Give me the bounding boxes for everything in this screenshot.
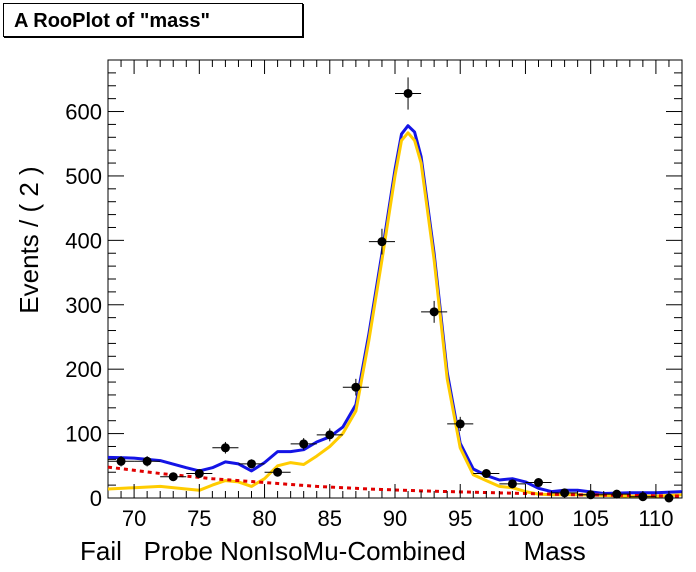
y-axis-label: Events / ( 2 ): [14, 166, 44, 313]
data-point: [142, 456, 152, 466]
data-point: [273, 467, 283, 477]
x-tick-label: 100: [507, 506, 544, 531]
data-point: [220, 443, 230, 453]
data-point: [325, 430, 335, 440]
y-tick-label: 0: [90, 486, 102, 511]
y-tick-label: 600: [65, 100, 102, 125]
x-tick-label: 95: [448, 506, 472, 531]
x-tick-label: 110: [638, 506, 673, 531]
plot-frame: [107, 59, 683, 499]
x-tick-label: 85: [318, 506, 342, 531]
data-point: [455, 419, 465, 429]
data-point: [299, 439, 309, 449]
y-tick-label: 200: [65, 357, 102, 382]
data-point: [429, 307, 439, 317]
x-tick-label: 70: [122, 506, 146, 531]
y-tick-label: 100: [65, 422, 102, 447]
data-point: [481, 469, 491, 479]
data-point: [116, 456, 126, 466]
x-axis-label: Fail Probe NonIsoMu-Combined Mass: [80, 536, 586, 566]
x-tick-label: 75: [187, 506, 211, 531]
data-point: [194, 469, 204, 479]
chart-title-box: A RooPlot of "mass": [3, 3, 303, 37]
chart-title: A RooPlot of "mass": [14, 10, 211, 32]
x-tick-label: 90: [383, 506, 407, 531]
y-tick-label: 300: [65, 293, 102, 318]
data-point: [247, 459, 256, 469]
fit-curve-2: [107, 131, 683, 498]
y-tick-label: 400: [65, 228, 102, 253]
data-point: [403, 88, 413, 98]
data-point: [534, 478, 543, 488]
data-point: [168, 472, 178, 482]
data-point: [377, 237, 387, 247]
x-tick-label: 105: [572, 506, 609, 531]
x-tick-label: 80: [252, 506, 276, 531]
y-tick-label: 500: [65, 164, 102, 189]
data-point: [351, 382, 361, 392]
data-point: [507, 479, 517, 489]
